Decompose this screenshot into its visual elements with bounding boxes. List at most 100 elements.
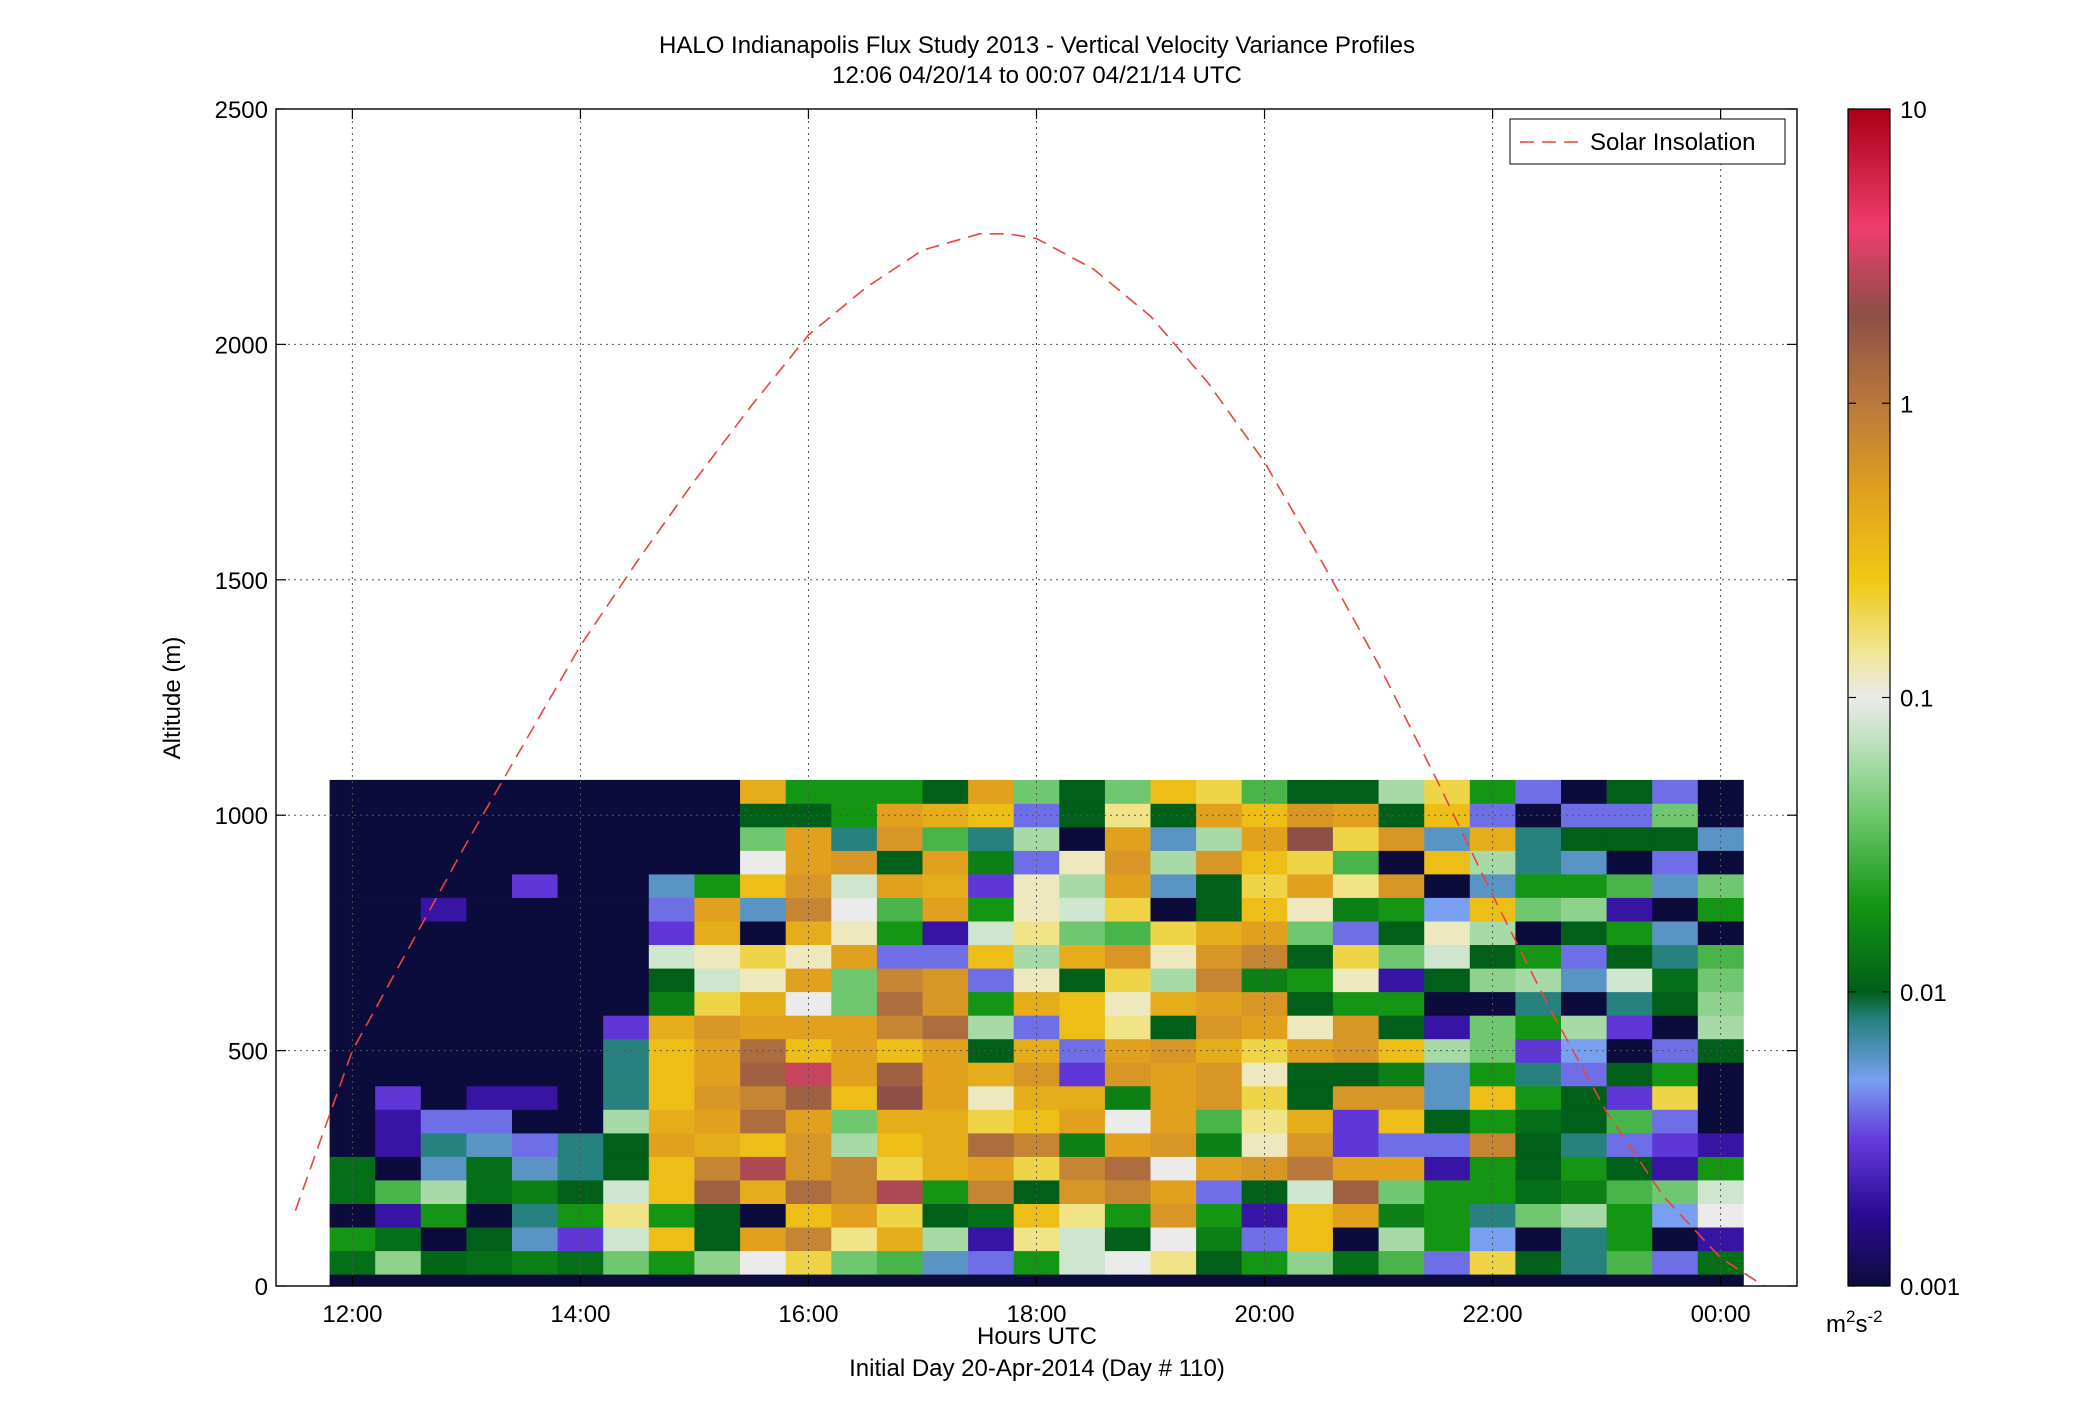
heatmap-cell [1059,991,1106,1016]
heatmap-cell [831,1133,878,1157]
legend: Solar Insolation [1509,118,1786,165]
heatmap-cell [1469,850,1516,875]
heatmap-cell [785,1203,832,1228]
legend-label-solar-insolation: Solar Insolation [1590,129,1755,156]
heatmap-cell [1561,1203,1607,1228]
heatmap-cell [375,850,422,875]
heatmap-cell [1652,779,1699,804]
heatmap-cell [1287,1062,1334,1087]
colorbar-tick-label: 10 [1900,97,1927,124]
heatmap-cell [1196,1015,1243,1040]
heatmap-cell [1378,991,1425,1016]
heatmap-cell [1332,1156,1379,1181]
heatmap-cell [1287,1015,1334,1040]
heatmap-cell [831,1085,878,1110]
heatmap-cell [1697,921,1744,945]
heatmap-cell [375,803,422,828]
heatmap-cell [1104,944,1151,969]
heatmap-cell [1104,921,1151,945]
heatmap-cell [1606,1062,1653,1087]
heatmap-cell [603,968,650,993]
heatmap-cell [740,1250,787,1275]
heatmap-cell [1424,1227,1471,1252]
heatmap-cell [1287,1250,1334,1275]
heatmap-cell [1287,921,1334,945]
heatmap-cell [1424,1250,1471,1275]
heatmap-cell [968,827,1015,851]
heatmap-cell [1515,1015,1562,1040]
heatmap-cell [1104,1156,1151,1181]
colorbar-ticks: 0.001 0.01 0.1 1 10 [1848,97,1960,1301]
heatmap-cell [1287,1109,1334,1134]
heatmap-cell [1287,1038,1334,1063]
heatmap-cell [1606,850,1653,875]
heatmap-cell [1241,1156,1288,1181]
heatmap-cell [1606,1015,1653,1040]
heatmap-cell [1196,1203,1243,1228]
heatmap-cell [420,1156,467,1181]
heatmap-cell [1515,897,1562,922]
heatmap-cell [922,1227,969,1252]
heatmap-cell [968,1109,1015,1134]
heatmap-cell [648,1203,695,1228]
heatmap-cell [420,850,467,875]
heatmap-cell [329,1203,376,1228]
heatmap-cell [1515,803,1562,828]
heatmap-cell [876,991,923,1016]
heatmap-cell [1606,944,1653,969]
heatmap-cell [1652,1156,1699,1181]
y-tick-label: 2500 [215,97,268,124]
heatmap-cell [1196,1062,1243,1087]
heatmap-cell [1606,1038,1653,1063]
heatmap-cell [1241,779,1288,804]
heatmap-cell [1652,1015,1699,1040]
heatmap-cell [1424,1156,1471,1181]
heatmap-cell [922,1133,969,1157]
heatmap-cell [1196,1085,1243,1110]
heatmap-cell [375,827,422,851]
heatmap-cell [1652,874,1699,898]
x-tick-label: 12:00 [322,1301,382,1328]
heatmap-cell [1287,897,1334,922]
heatmap-cell [694,1203,741,1228]
heatmap-cell [1241,1227,1288,1252]
heatmap-cell [1652,1109,1699,1134]
heatmap-cell [1150,1015,1197,1040]
heatmap-cell [1424,968,1471,993]
heatmap-cell [785,850,832,875]
heatmap-cell [1013,1227,1060,1252]
heatmap-cell [1378,827,1425,851]
heatmap-cell [968,968,1015,993]
heatmap-cell [557,1133,604,1157]
heatmap-cell [968,1015,1015,1040]
heatmap-cell [1652,1085,1699,1110]
heatmap-cell [1652,921,1699,945]
heatmap-cell [785,827,832,851]
heatmap-cell [922,1085,969,1110]
heatmap-cell [512,1085,558,1110]
heatmap-cell [1378,968,1425,993]
heatmap-cell [512,1015,558,1040]
heatmap-cell [1652,897,1699,922]
heatmap-cell [1561,921,1607,945]
heatmap-cell [1469,1109,1516,1134]
heatmap-cell [466,968,513,993]
colorbar-units: m^2 s^-2 [1890,1308,1970,1330]
heatmap-cell [1561,1062,1607,1087]
heatmap-cell [648,874,695,898]
heatmap-cell [648,1038,695,1063]
heatmap-cell [1013,1133,1060,1157]
heatmap-cell [1287,1203,1334,1228]
heatmap-cell [512,1250,558,1275]
heatmap-cell [1332,1203,1379,1228]
heatmap-cell [1652,1227,1699,1252]
heatmap-cell [922,1250,969,1275]
heatmap-cell [831,1109,878,1134]
heatmap-cell [512,850,558,875]
heatmap-cell [648,1133,695,1157]
heatmap-cell [648,991,695,1016]
heatmap-cell [876,944,923,969]
heatmap-cell [512,874,558,898]
heatmap-cell [1561,1250,1607,1275]
heatmap-cell [1241,1133,1288,1157]
